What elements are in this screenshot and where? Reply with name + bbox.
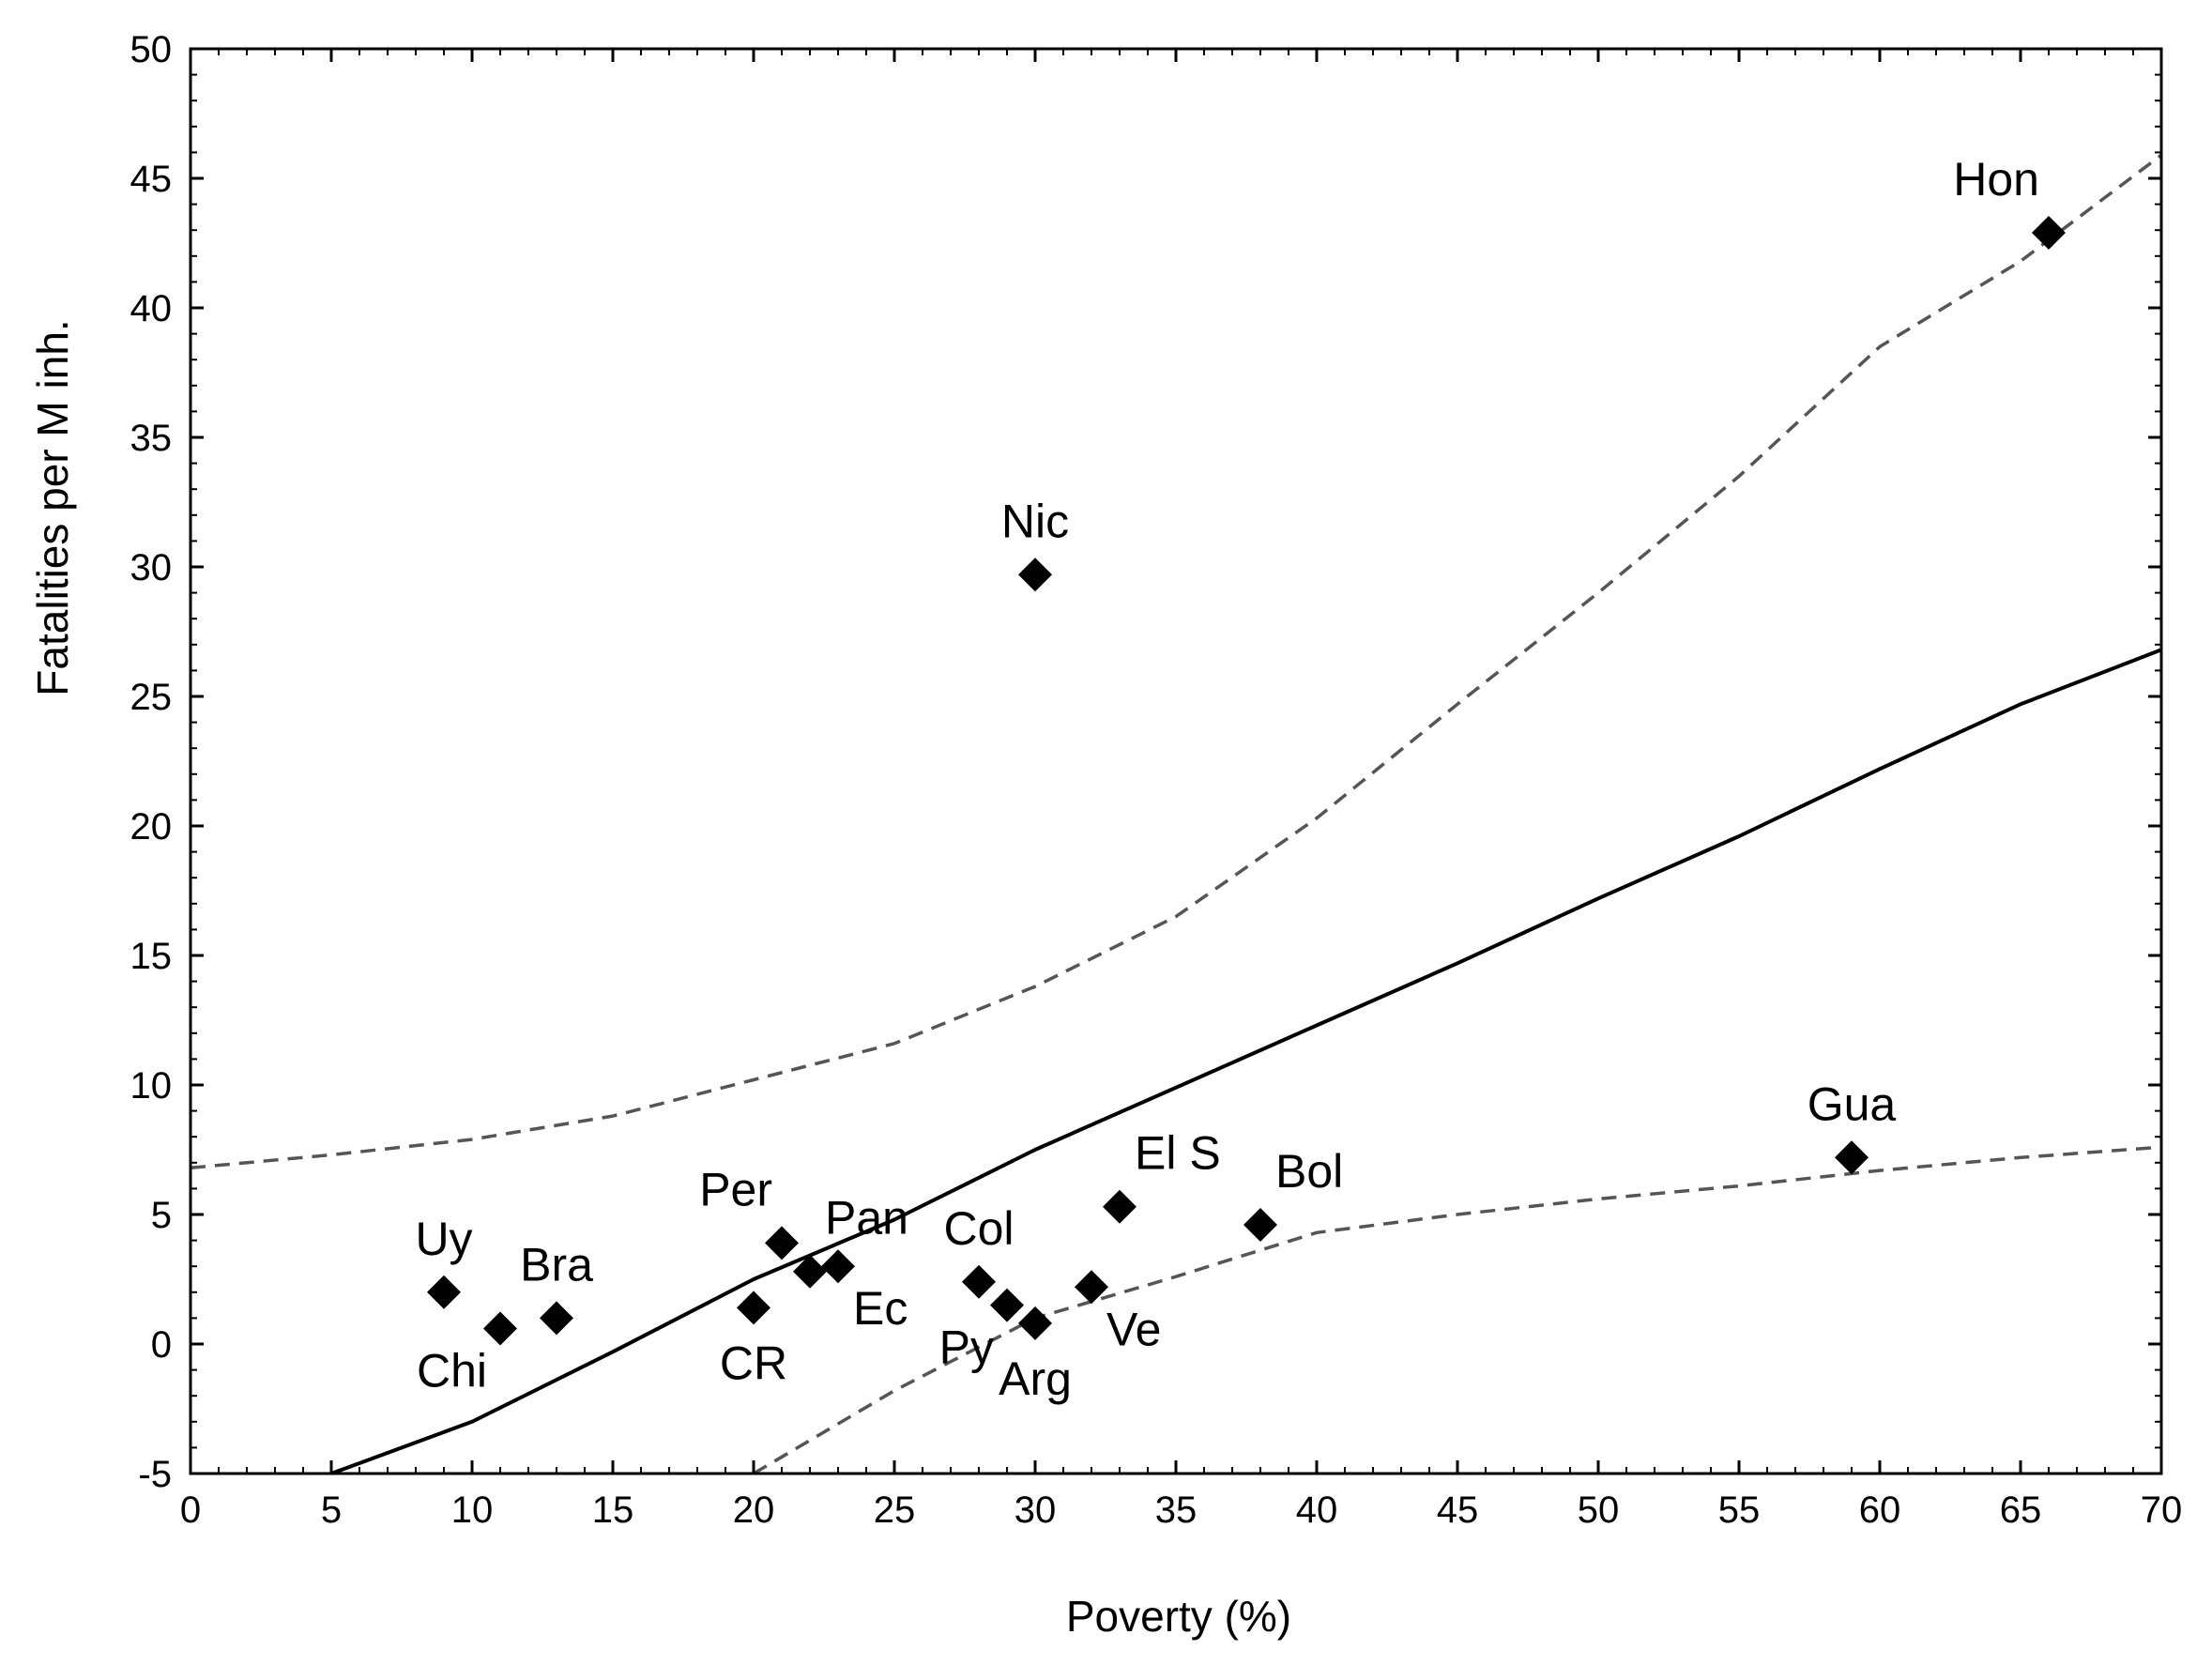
point-label: Uy <box>415 1213 472 1265</box>
x-tick-label: 25 <box>874 1489 916 1531</box>
point-label: El S <box>1135 1127 1221 1180</box>
y-tick-label: 40 <box>130 288 173 329</box>
y-tick-label: 25 <box>130 677 173 718</box>
data-point <box>962 1264 996 1299</box>
point-label: CR <box>720 1337 787 1389</box>
data-point <box>1018 558 1052 592</box>
y-tick-label: 10 <box>130 1065 173 1107</box>
x-tick-label: 15 <box>592 1489 634 1531</box>
x-tick-label: 20 <box>733 1489 775 1531</box>
point-label: Ec <box>853 1282 908 1335</box>
x-tick-label: 0 <box>180 1489 201 1531</box>
x-axis-ticks: 0 5 10 15 20 25 30 35 40 45 50 55 60 65 70 <box>180 49 2182 1531</box>
point-label: Nic <box>1001 495 1069 547</box>
data-point <box>540 1301 573 1336</box>
data-point <box>1103 1189 1137 1224</box>
x-tick-label: 55 <box>1718 1489 1761 1531</box>
data-point <box>2032 215 2066 250</box>
x-tick-label: 70 <box>2141 1489 2183 1531</box>
data-point <box>483 1311 517 1346</box>
plot-frame <box>189 47 2163 1475</box>
data-point <box>1018 1306 1052 1340</box>
point-label: Ve <box>1106 1303 1161 1355</box>
y-axis-title: Fatalities per M inh. <box>28 319 77 695</box>
data-point <box>821 1249 855 1284</box>
y-tick-label: 45 <box>130 159 173 200</box>
data-point <box>765 1226 799 1260</box>
point-label: Bra <box>520 1238 593 1291</box>
point-label: Arg <box>999 1352 1072 1405</box>
x-tick-label: 35 <box>1155 1489 1198 1531</box>
y-tick-label: 0 <box>151 1324 172 1366</box>
point-label: Hon <box>1953 153 2039 206</box>
y-tick-label: -5 <box>138 1454 172 1495</box>
y-tick-label: 50 <box>130 29 173 70</box>
data-point <box>1835 1140 1869 1175</box>
data-point <box>1075 1270 1108 1305</box>
y-tick-label: 5 <box>151 1195 172 1236</box>
data-point <box>737 1291 770 1325</box>
x-tick-label: 65 <box>2000 1489 2042 1531</box>
x-tick-label: 30 <box>1014 1489 1057 1531</box>
x-tick-label: 10 <box>451 1489 494 1531</box>
x-tick-label: 60 <box>1859 1489 1901 1531</box>
x-tick-label: 40 <box>1296 1489 1338 1531</box>
point-label: Gua <box>1808 1077 1897 1130</box>
bands-layer <box>190 153 2163 1475</box>
point-label: Chi <box>417 1344 487 1397</box>
y-tick-label: 20 <box>130 806 173 848</box>
confidence-band-line <box>190 153 2163 1170</box>
point-label: Per <box>699 1163 772 1215</box>
y-tick-label: 30 <box>130 547 173 588</box>
data-point <box>990 1288 1024 1322</box>
point-label: Bol <box>1275 1145 1343 1198</box>
x-tick-label: 50 <box>1578 1489 1620 1531</box>
regression-layer <box>330 648 2162 1475</box>
y-axis-ticks: -5 0 5 10 15 20 25 30 35 40 45 50 <box>130 29 2161 1495</box>
data-point <box>427 1275 461 1309</box>
y-tick-label: 35 <box>130 418 173 459</box>
regression-line <box>330 648 2162 1475</box>
data-point <box>1243 1208 1277 1243</box>
y-tick-label: 15 <box>130 936 173 977</box>
x-tick-label: 45 <box>1437 1489 1479 1531</box>
confidence-band-line <box>753 1145 2162 1475</box>
data-point <box>793 1254 827 1289</box>
point-label: Pan <box>825 1192 908 1245</box>
point-label: Py <box>939 1321 994 1374</box>
x-axis-title: Poverty (%) <box>1066 1592 1291 1641</box>
point-label: Col <box>943 1202 1014 1255</box>
x-tick-label: 5 <box>321 1489 342 1531</box>
